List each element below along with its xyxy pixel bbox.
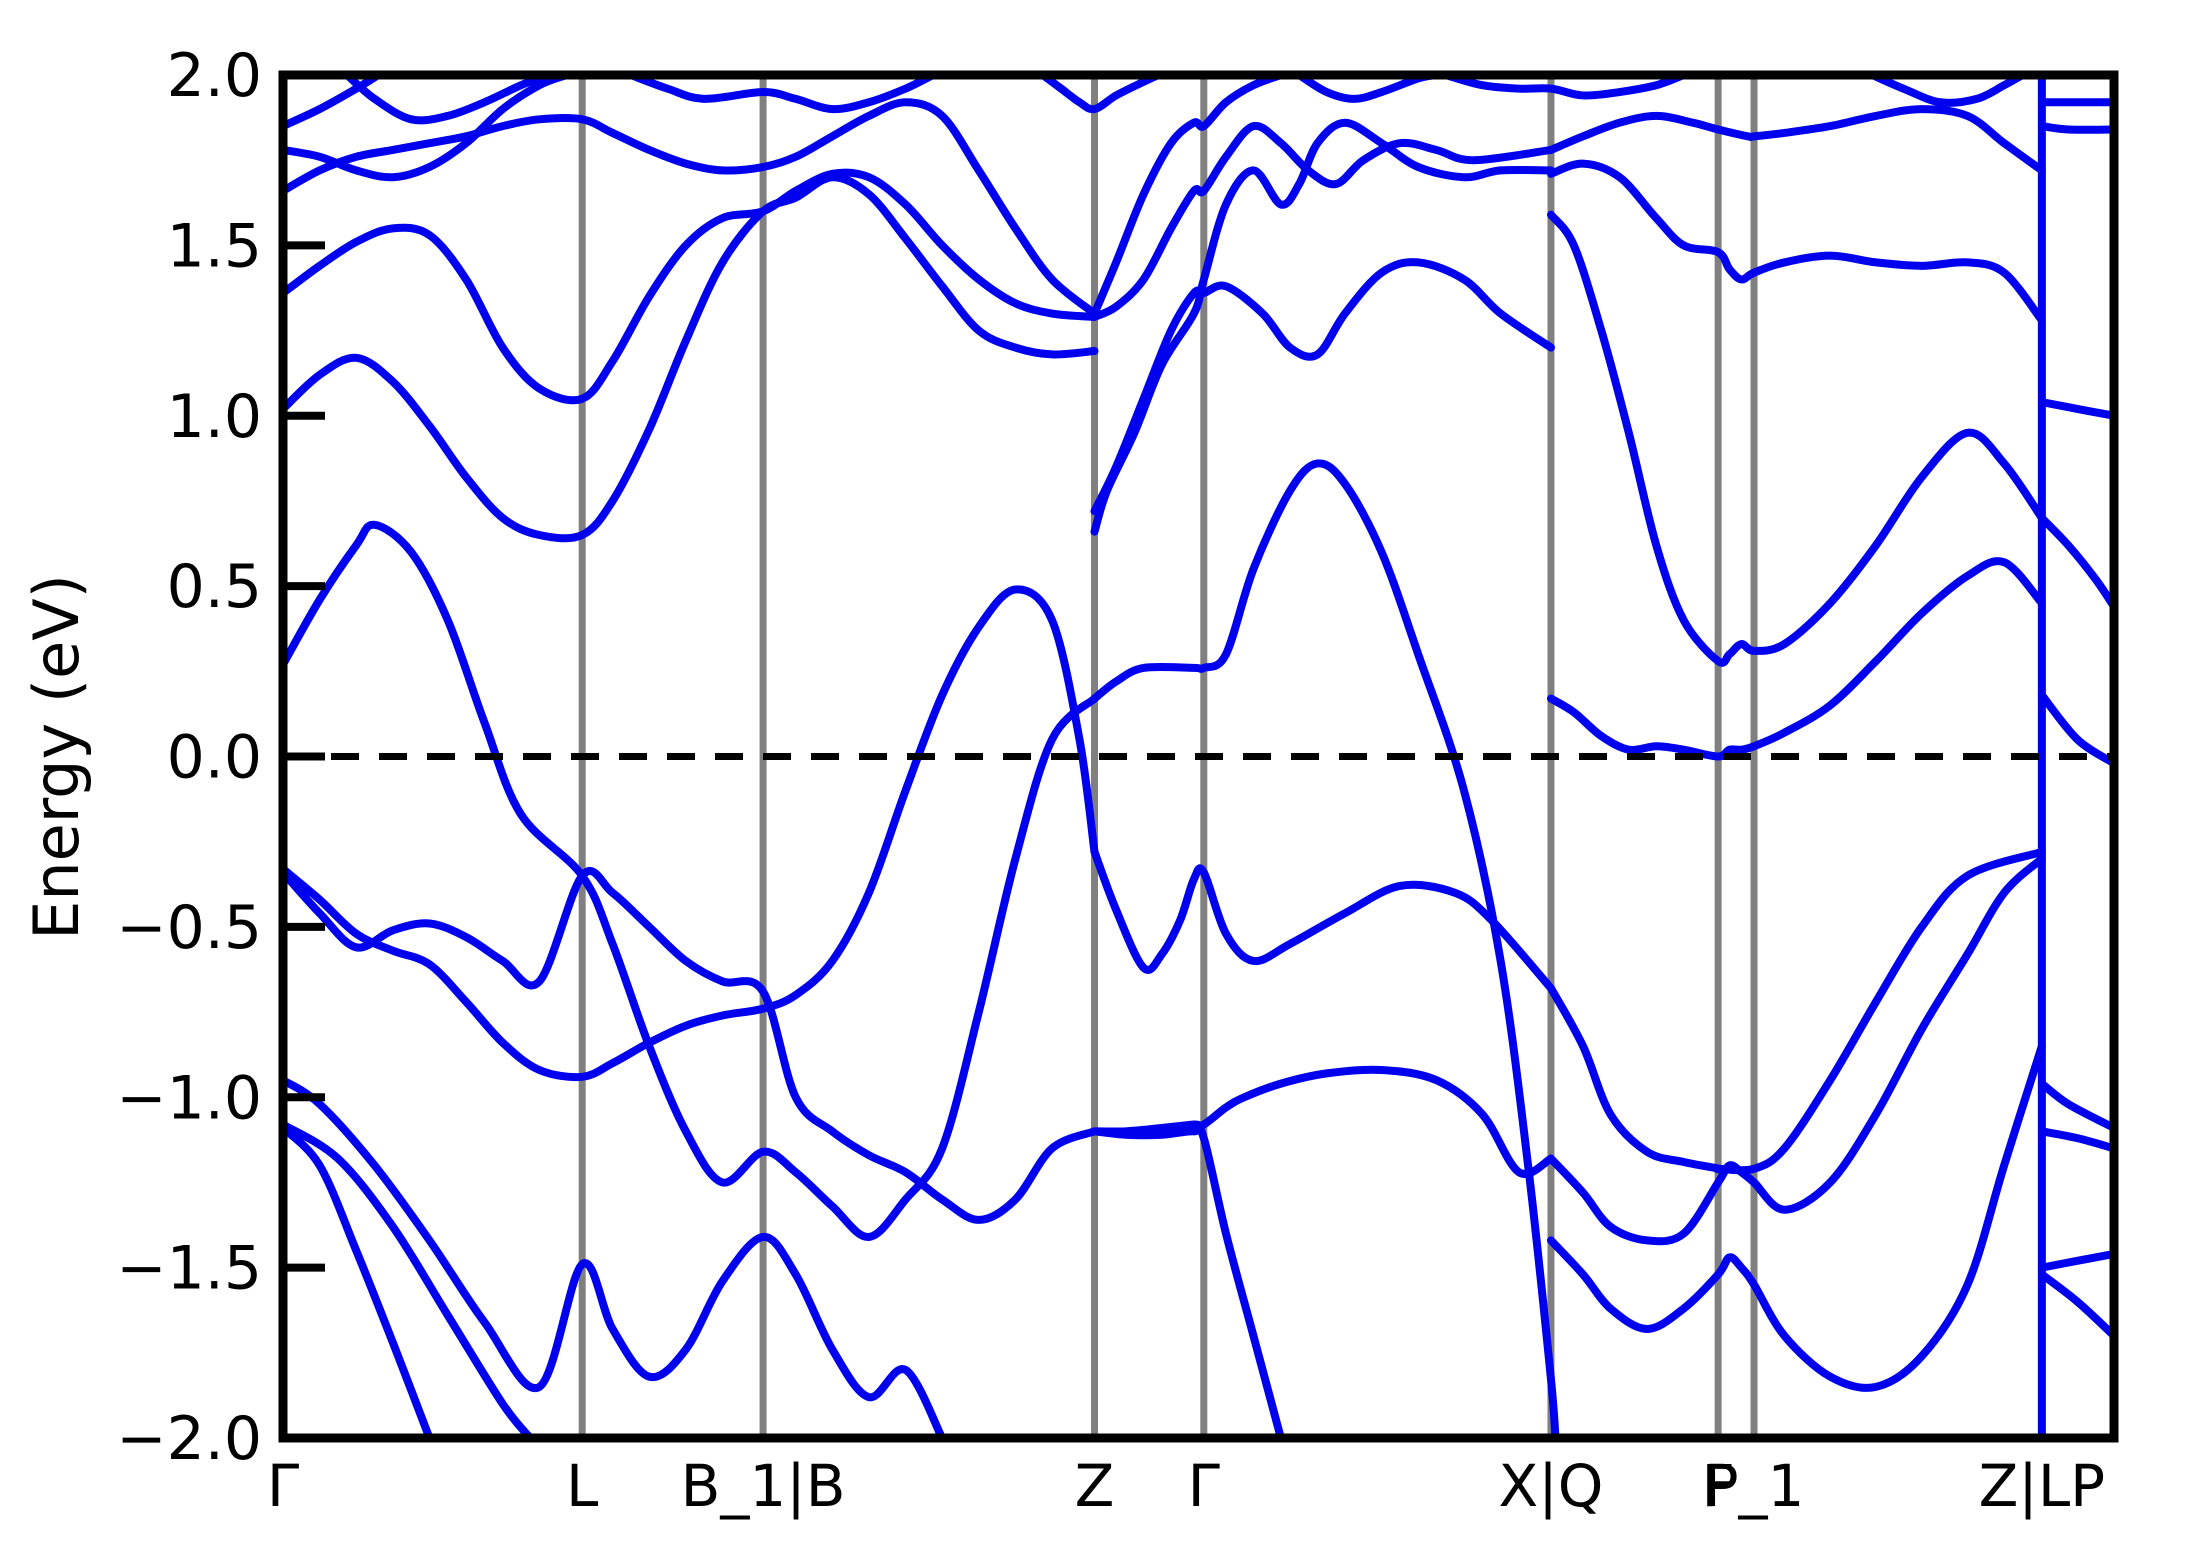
x-tick-label: Z <box>1075 1452 1115 1520</box>
band-curve <box>2037 122 2114 134</box>
band-curve <box>283 585 1099 1082</box>
band-curve <box>2037 1079 2114 1132</box>
band-curve <box>283 75 383 131</box>
band-curve <box>1546 854 2046 1246</box>
band-curve <box>1546 847 2046 1175</box>
band-curve <box>1546 159 2046 325</box>
y-tick-label: −1.5 <box>116 1234 262 1304</box>
band-curve <box>2037 691 2114 768</box>
band-curve <box>2037 1270 2114 1340</box>
band-curve <box>1090 118 1555 536</box>
y-tick-label: 2.0 <box>167 41 262 111</box>
band-curve <box>1090 1065 1555 1178</box>
x-tick-label: P_1 <box>1704 1452 1805 1520</box>
band-curve <box>1090 258 1555 516</box>
x-tick-label: Γ <box>267 1452 299 1520</box>
band-curve <box>1038 75 1163 114</box>
band-curve <box>1546 557 2046 761</box>
y-tick-label-group: 2.0 1.5 1.0 0.5 0.0 −0.5 −1.0 −1.5 −2.0 <box>116 41 262 1474</box>
x-tick-label: F <box>1701 1452 1734 1520</box>
band-curve <box>343 75 553 125</box>
band-curve <box>283 867 1099 1224</box>
band-curve <box>283 168 1099 405</box>
y-tick-label: 1.0 <box>167 382 262 452</box>
band-curve <box>283 520 1099 1241</box>
band-curve <box>283 1123 434 1438</box>
band-curve <box>1090 847 1555 993</box>
x-tick-label: L <box>566 1452 598 1520</box>
x-tick-label: X|Q <box>1498 1452 1603 1520</box>
band-curve <box>283 75 571 182</box>
band-curve <box>1090 75 1285 318</box>
y-axis-ticks <box>283 241 325 1272</box>
x-tick-label-group: Γ L B_1|B Z Γ X|Q FP_1 Z|LP <box>267 1452 2105 1520</box>
y-axis-label: Energy (eV) <box>20 574 93 940</box>
band-curves <box>283 75 2114 1438</box>
band-curve <box>1546 210 2046 667</box>
band-curve <box>1090 1124 1285 1438</box>
band-curve <box>283 173 1099 543</box>
band-curve <box>2037 1127 2114 1153</box>
y-tick-label: 0.0 <box>167 723 262 793</box>
x-tick-label: Z|LP <box>1979 1452 2106 1520</box>
band-curve <box>1868 75 2027 107</box>
band-curve <box>626 75 937 114</box>
band-curve <box>1441 75 1688 100</box>
y-tick-label: −1.0 <box>116 1063 262 1133</box>
band-curve <box>2037 398 2114 420</box>
y-tick-label: 1.5 <box>167 211 262 281</box>
band-curve <box>1090 459 1560 1438</box>
y-tick-label: 0.5 <box>167 552 262 622</box>
band-curve <box>1546 105 2046 175</box>
band-curve <box>1546 1042 2046 1392</box>
x-tick-label: B_1|B <box>681 1452 846 1520</box>
band-curve <box>2037 513 2114 611</box>
y-tick-label: −2.0 <box>116 1404 262 1474</box>
band-curve <box>283 1076 947 1438</box>
band-curve <box>283 1120 535 1438</box>
band-curve <box>283 98 1099 318</box>
band-curve <box>2037 1249 2114 1272</box>
y-tick-label: −0.5 <box>116 893 262 963</box>
x-tick-label: Γ <box>1188 1452 1220 1520</box>
band-curve <box>1090 121 1555 321</box>
